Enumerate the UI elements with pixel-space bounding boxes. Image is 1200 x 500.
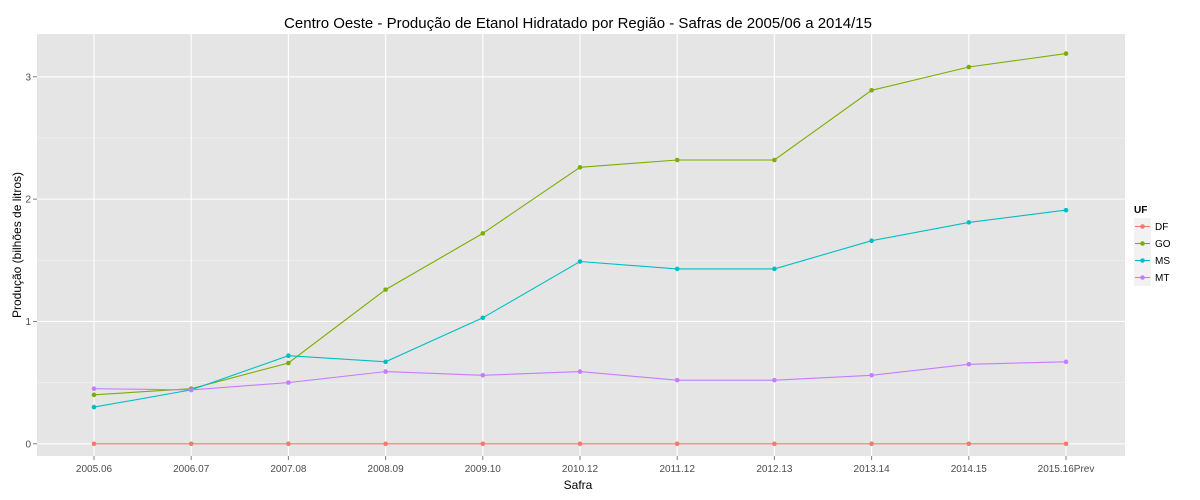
data-point-ms xyxy=(1063,207,1069,213)
data-point-mt xyxy=(577,369,583,374)
x-tick-label: 2008.09 xyxy=(368,464,405,475)
y-tick-label: 0 xyxy=(25,439,31,450)
data-point-mt xyxy=(674,377,680,383)
data-point-mt xyxy=(286,380,291,385)
data-point-df xyxy=(188,441,194,447)
data-point-ms xyxy=(383,359,388,365)
data-point-go xyxy=(772,157,777,163)
data-point-ms xyxy=(674,266,680,272)
legend-marker-df xyxy=(1140,224,1145,229)
data-point-df xyxy=(577,441,583,447)
data-point-df xyxy=(772,441,777,447)
y-tick-label: 2 xyxy=(25,195,31,206)
legend: UF DF GO MS MT xyxy=(1134,205,1171,286)
data-point-df xyxy=(480,441,486,447)
x-tick-label: 2011.12 xyxy=(659,464,695,475)
x-tick-label: 2014.15 xyxy=(951,464,988,475)
data-point-df xyxy=(869,441,874,447)
data-point-ms xyxy=(966,220,972,225)
data-point-df xyxy=(286,441,291,447)
data-point-ms xyxy=(480,315,486,321)
data-point-go xyxy=(286,360,291,366)
legend-marker-go xyxy=(1140,241,1145,246)
y-axis-title: Produção (bilhões de litros) xyxy=(10,172,24,318)
chart-title: Centro Oeste - Produção de Etanol Hidrat… xyxy=(284,15,872,32)
data-point-go xyxy=(966,64,972,70)
data-point-mt xyxy=(188,387,194,393)
data-point-go xyxy=(869,87,874,93)
legend-label-go: GO xyxy=(1155,239,1171,250)
x-tick-label: 2010.12 xyxy=(562,464,599,475)
data-point-go xyxy=(674,157,680,163)
data-point-go xyxy=(383,287,388,292)
x-tick-label: 2013.14 xyxy=(854,464,891,475)
data-point-mt xyxy=(869,372,874,378)
data-point-df xyxy=(91,441,97,447)
x-axis-title: Safra xyxy=(564,478,593,492)
legend-title: UF xyxy=(1134,205,1147,216)
x-tick-label: 2015.16Prev xyxy=(1038,464,1095,475)
x-tick-label: 2007.08 xyxy=(270,464,307,475)
data-point-ms xyxy=(91,404,97,410)
y-axis-ticks: 0 1 2 3 xyxy=(25,72,37,450)
x-axis-ticks: 2005.06 2006.07 2007.08 2008.09 2009.10 2010.… xyxy=(76,456,1094,475)
data-point-df xyxy=(674,441,680,447)
y-tick-label: 3 xyxy=(25,72,31,83)
y-tick-label: 1 xyxy=(25,317,31,328)
legend-marker-ms xyxy=(1140,258,1145,263)
data-point-ms xyxy=(772,266,777,272)
legend-marker-mt xyxy=(1140,275,1145,280)
x-tick-label: 2006.07 xyxy=(173,464,210,475)
data-point-df xyxy=(966,441,972,447)
data-point-mt xyxy=(772,377,777,383)
legend-label-mt: MT xyxy=(1155,273,1169,284)
data-point-mt xyxy=(383,369,388,374)
data-point-go xyxy=(480,231,486,236)
data-point-df xyxy=(383,441,388,447)
x-tick-label: 2005.06 xyxy=(76,464,113,475)
data-point-go xyxy=(1063,51,1069,56)
data-point-ms xyxy=(577,259,583,264)
data-point-mt xyxy=(91,386,97,392)
major-gridlines xyxy=(37,34,1125,456)
x-tick-label: 2012.13 xyxy=(756,464,793,475)
data-point-go xyxy=(91,392,97,398)
data-point-ms xyxy=(869,238,874,244)
legend-label-df: DF xyxy=(1155,222,1168,233)
x-tick-label: 2009.10 xyxy=(465,464,502,475)
series-points xyxy=(91,51,1069,447)
data-point-mt xyxy=(1063,359,1069,365)
data-point-df xyxy=(1063,441,1069,447)
data-point-go xyxy=(577,165,583,170)
data-point-mt xyxy=(480,372,486,378)
data-point-mt xyxy=(966,361,972,367)
plot-panel xyxy=(37,34,1125,456)
legend-label-ms: MS xyxy=(1155,256,1170,267)
data-point-ms xyxy=(286,353,291,358)
